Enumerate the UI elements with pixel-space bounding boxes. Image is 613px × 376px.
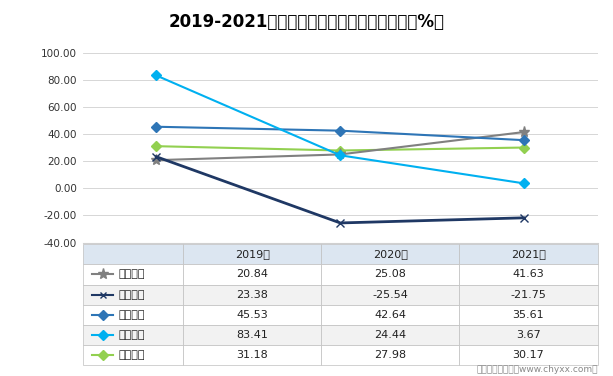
Text: 41.63: 41.63 (512, 270, 544, 279)
Text: 83.41: 83.41 (236, 330, 268, 340)
Text: -25.54: -25.54 (372, 290, 408, 300)
Text: 2020年: 2020年 (373, 249, 408, 259)
Text: 42.64: 42.64 (374, 309, 406, 320)
Text: 24.44: 24.44 (374, 330, 406, 340)
Text: 海峡创新: 海峡创新 (118, 290, 145, 300)
Text: 30.17: 30.17 (512, 350, 544, 360)
Text: 2021年: 2021年 (511, 249, 546, 259)
Text: 27.98: 27.98 (374, 350, 406, 360)
Text: -21.75: -21.75 (511, 290, 546, 300)
Text: 2019年: 2019年 (235, 249, 270, 259)
Text: 延华智能: 延华智能 (118, 350, 145, 360)
Text: 万达信息: 万达信息 (118, 270, 145, 279)
Text: 45.53: 45.53 (236, 309, 268, 320)
Text: 23.38: 23.38 (236, 290, 268, 300)
Text: 运盛医疗: 运盛医疗 (118, 330, 145, 340)
Text: 35.61: 35.61 (512, 309, 544, 320)
Text: 20.84: 20.84 (236, 270, 268, 279)
Text: 3.67: 3.67 (516, 330, 541, 340)
Text: 和仁科技: 和仁科技 (118, 309, 145, 320)
Text: 制图：智研咨询（www.chyxx.com）: 制图：智研咨询（www.chyxx.com） (476, 365, 598, 374)
Text: 31.18: 31.18 (236, 350, 268, 360)
Text: 25.08: 25.08 (374, 270, 406, 279)
Text: 2019-2021年五家企业智慧医卫业务毛利率（%）: 2019-2021年五家企业智慧医卫业务毛利率（%） (169, 13, 444, 31)
